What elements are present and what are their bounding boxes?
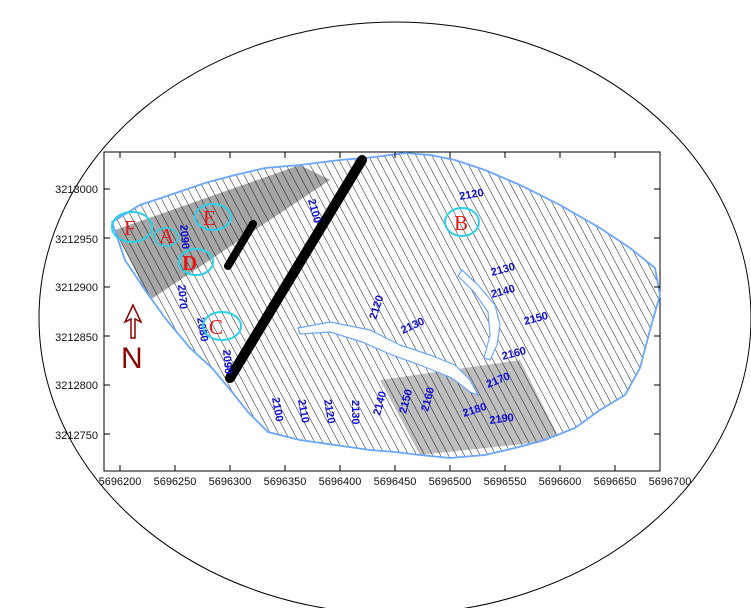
- contour-label: 2070: [175, 284, 189, 309]
- site-b-label: B: [454, 211, 468, 235]
- contour-label: 2120: [458, 187, 484, 203]
- site-e-label: E: [203, 206, 216, 230]
- site-markers: F E D C B A: [111, 203, 480, 341]
- x-tick-label: 5696300: [209, 476, 252, 488]
- x-tick-label: 5696650: [594, 476, 637, 488]
- y-tick-label: 3212750: [55, 430, 98, 442]
- y-tick-label: 3212800: [55, 380, 98, 392]
- y-tick-label: 3212950: [55, 234, 98, 246]
- contour-label: 2120: [321, 398, 337, 424]
- y-tick-label: 3212850: [55, 332, 98, 344]
- contour-label: 2130: [349, 400, 361, 424]
- contour-label: 2080: [194, 316, 210, 342]
- y-axis-ticks: [104, 188, 660, 435]
- x-tick-label: 5696200: [99, 476, 142, 488]
- x-tick-label: 5696700: [649, 476, 692, 488]
- contour-label: 2100: [269, 396, 285, 422]
- contour-label: 2090: [177, 224, 191, 249]
- y-tick-label: 3212900: [55, 282, 98, 294]
- y-tick-label: 3213000: [55, 184, 98, 196]
- stream-channel-east: [457, 269, 501, 361]
- x-tick-label: 5696550: [484, 476, 527, 488]
- x-tick-label: 5696600: [539, 476, 582, 488]
- x-axis-tick-labels: 5696200 5696250 5696300 5696350 5696400 …: [99, 476, 692, 488]
- north-arrow-label: N: [121, 342, 143, 375]
- x-tick-label: 5696500: [429, 476, 472, 488]
- site-d-circle: [178, 248, 214, 276]
- y-axis-tick-labels: 3213000 3212950 3212900 3212850 3212800 …: [55, 184, 98, 442]
- site-d-label: D: [182, 251, 197, 275]
- fault-line-minor: [224, 220, 257, 270]
- site-boundary: [110, 152, 661, 459]
- plot-frame: [103, 151, 661, 472]
- site-a-label: A: [159, 224, 175, 248]
- stream-channel: [297, 321, 480, 397]
- contour-label: 2110: [295, 398, 311, 424]
- site-a-circle: [153, 227, 179, 247]
- site-f-label: F: [124, 216, 136, 240]
- site-b-circle: [444, 207, 480, 237]
- x-tick-label: 5696400: [319, 476, 362, 488]
- north-arrow: N: [121, 303, 143, 375]
- x-tick-label: 5696350: [264, 476, 307, 488]
- dense-contour-band: [115, 165, 560, 455]
- north-arrow-icon: [123, 303, 143, 339]
- terrain-contour-area: [112, 153, 660, 458]
- fault-line-main: [225, 155, 367, 383]
- x-tick-label: 5696450: [374, 476, 417, 488]
- map-frame-ellipse: [38, 21, 751, 608]
- site-c-circle: [202, 311, 242, 341]
- site-e-circle: [194, 203, 232, 231]
- x-axis-ticks: [119, 152, 616, 471]
- x-tick-label: 5696250: [154, 476, 197, 488]
- contour-label: 2090: [220, 349, 234, 374]
- site-f-circle: [111, 211, 153, 243]
- site-c-label: C: [209, 315, 223, 339]
- contour-label: 2190: [489, 412, 515, 427]
